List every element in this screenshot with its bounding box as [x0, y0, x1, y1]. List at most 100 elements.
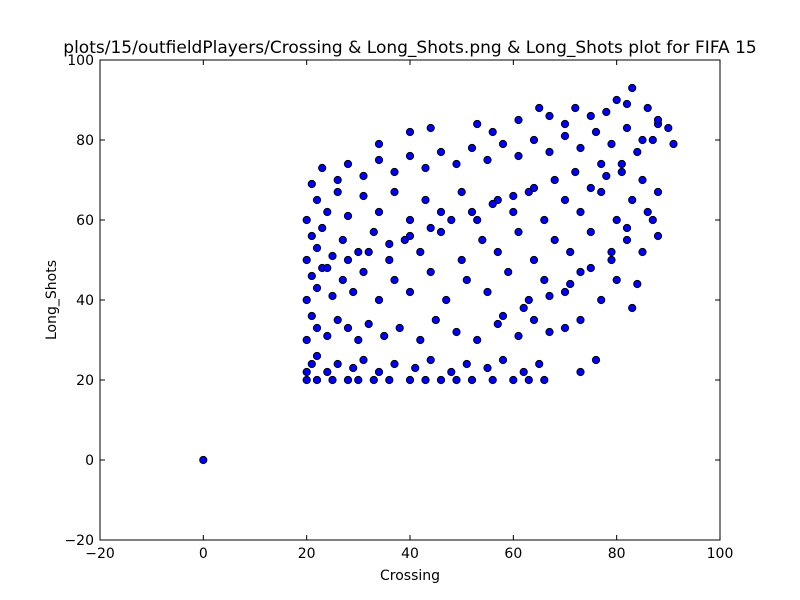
data-point — [385, 255, 394, 265]
data-point — [597, 295, 606, 305]
data-point — [302, 255, 311, 265]
data-point — [529, 135, 539, 145]
data-point — [359, 171, 368, 181]
data-point — [312, 375, 322, 385]
data-point — [498, 139, 508, 149]
data-point — [421, 375, 430, 385]
data-point — [576, 367, 585, 377]
data-point — [519, 367, 528, 377]
data-point — [633, 147, 642, 157]
data-point — [411, 363, 420, 373]
y-tick-label: 80 — [76, 133, 94, 149]
data-point — [473, 119, 482, 129]
data-point — [333, 315, 342, 325]
data-point — [622, 123, 632, 133]
data-point — [597, 159, 606, 169]
data-point — [519, 303, 528, 313]
data-point — [405, 231, 415, 241]
data-point — [405, 215, 415, 225]
data-point — [524, 295, 533, 305]
data-point — [328, 251, 337, 261]
data-point — [540, 215, 549, 225]
data-point — [607, 255, 616, 265]
data-point — [597, 187, 606, 197]
data-point — [473, 215, 482, 225]
data-point — [514, 227, 523, 237]
data-point — [560, 119, 570, 129]
data-point — [323, 263, 332, 273]
data-point — [328, 291, 337, 301]
data-point — [529, 183, 539, 193]
data-point — [473, 335, 482, 345]
data-point — [493, 247, 502, 257]
data-point — [638, 135, 647, 145]
data-point — [467, 143, 477, 153]
data-point — [514, 331, 523, 341]
data-point — [653, 231, 663, 241]
data-point — [638, 247, 647, 257]
data-point — [504, 267, 513, 277]
data-point — [643, 207, 652, 217]
data-point — [560, 287, 570, 297]
data-point — [602, 171, 611, 181]
data-point — [617, 159, 626, 169]
data-point — [483, 155, 492, 165]
y-tick-label: 40 — [76, 293, 94, 309]
data-point — [566, 279, 575, 289]
data-point — [638, 175, 647, 185]
data-point — [436, 227, 446, 237]
data-point — [312, 351, 322, 361]
data-point — [390, 275, 399, 285]
data-point — [591, 355, 601, 365]
data-point — [359, 355, 368, 365]
data-point — [328, 375, 337, 385]
data-point — [622, 99, 632, 109]
data-point — [493, 319, 502, 329]
data-point — [312, 323, 322, 333]
data-point — [385, 375, 394, 385]
data-point — [545, 147, 554, 157]
data-point — [591, 127, 601, 137]
data-point — [302, 335, 311, 345]
data-point — [550, 235, 559, 245]
data-point — [380, 331, 389, 341]
data-point — [405, 287, 415, 297]
data-point — [364, 247, 373, 257]
data-point — [535, 103, 544, 113]
data-point — [354, 247, 363, 257]
data-point — [302, 375, 311, 385]
data-point — [369, 227, 378, 237]
data-point — [390, 167, 399, 177]
data-point — [540, 375, 549, 385]
data-point — [617, 167, 626, 177]
x-tick-label: 20 — [298, 546, 316, 562]
data-point — [323, 367, 332, 377]
data-point — [374, 295, 384, 305]
y-tick-label: 60 — [76, 213, 94, 229]
data-point — [359, 267, 368, 277]
x-tick-label: 80 — [608, 546, 626, 562]
data-point — [622, 235, 632, 245]
data-point — [607, 247, 616, 257]
y-tick-label: 20 — [76, 373, 94, 389]
data-point — [648, 215, 657, 225]
data-point — [442, 295, 451, 305]
data-point — [343, 159, 353, 169]
data-point — [307, 311, 316, 321]
data-point — [488, 199, 497, 209]
data-point — [385, 239, 394, 249]
data-point — [338, 235, 347, 245]
data-point — [374, 367, 384, 377]
data-point — [447, 215, 456, 225]
data-point — [514, 115, 523, 125]
data-point — [622, 223, 632, 233]
data-point — [302, 295, 311, 305]
data-point — [426, 223, 435, 233]
data-point — [343, 211, 353, 221]
data-point — [612, 215, 621, 225]
data-point — [369, 375, 378, 385]
data-point — [483, 363, 492, 373]
data-point — [540, 275, 549, 285]
x-axis-label: Crossing — [380, 568, 440, 584]
